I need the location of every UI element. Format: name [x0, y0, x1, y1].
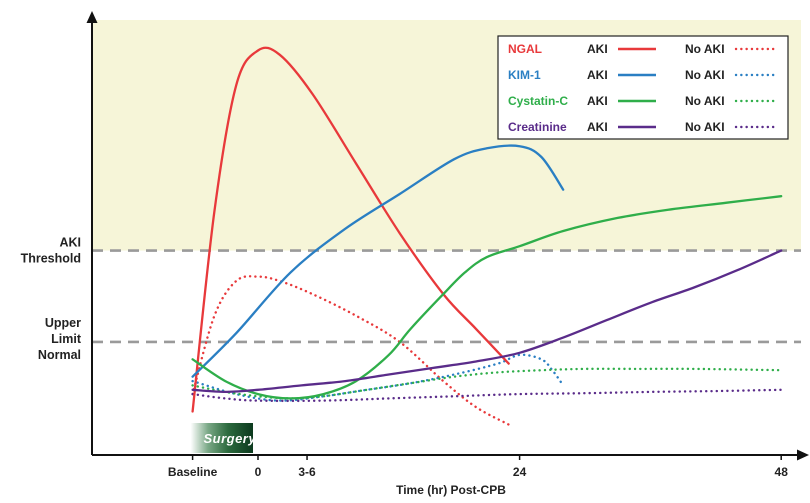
legend-name-ngal: NGAL [508, 42, 542, 56]
surgery-bar [190, 423, 253, 453]
legend: NGAL AKI No AKI KIM-1 AKI No AKI Cystatin-C AKI… [497, 35, 789, 140]
ref-label-upper_limit_normal-1: Limit [51, 332, 82, 346]
series-kim-1-aki [191, 144, 565, 378]
x-axis [92, 449, 809, 461]
legend-aki-label-kim-1: AKI [587, 68, 608, 82]
series-creatinine-no-aki [191, 388, 783, 403]
legend-no-aki-label-cystatin-c: No AKI [685, 94, 725, 108]
legend-aki-label-ngal: AKI [587, 42, 608, 56]
series-creatinine-aki [191, 249, 783, 394]
legend-name-creatinine: Creatinine [508, 120, 567, 134]
surgery-label: Surgery [203, 431, 256, 446]
ref-label-aki_threshold-0: AKI [59, 236, 81, 250]
y-axis [86, 11, 98, 455]
legend-aki-label-cystatin-c: AKI [587, 94, 608, 108]
ref-label-upper_limit_normal-0: Upper [45, 316, 81, 330]
legend-name-cystatin-c: Cystatin-C [508, 94, 568, 108]
legend-aki-label-creatinine: AKI [587, 120, 608, 134]
x-tick-label-1: 0 [255, 465, 262, 479]
series-cystatin-c-no-aki [191, 367, 783, 400]
series-ngal-no-aki [191, 275, 510, 426]
y-axis-arrow [86, 11, 98, 23]
series-cystatin-c-aki [191, 195, 783, 400]
ref-label-upper_limit_normal-2: Normal [38, 348, 81, 362]
legend-box [497, 35, 789, 140]
x-tick-label-2: 3-6 [298, 465, 316, 479]
legend-no-aki-label-kim-1: No AKI [685, 68, 725, 82]
x-axis-title: Time (hr) Post-CPB [396, 483, 506, 497]
ref-label-aki_threshold-1: Threshold [21, 252, 81, 266]
legend-name-kim-1: KIM-1 [508, 68, 541, 82]
surgery-annotation: Surgery [190, 423, 256, 453]
x-tick-label-3: 24 [513, 465, 527, 479]
x-axis-arrow [797, 449, 809, 461]
legend-no-aki-label-ngal: No AKI [685, 42, 725, 56]
legend-no-aki-label-creatinine: No AKI [685, 120, 725, 134]
x-tick-label-4: 48 [775, 465, 789, 479]
x-tick-label-0: Baseline [168, 465, 218, 479]
